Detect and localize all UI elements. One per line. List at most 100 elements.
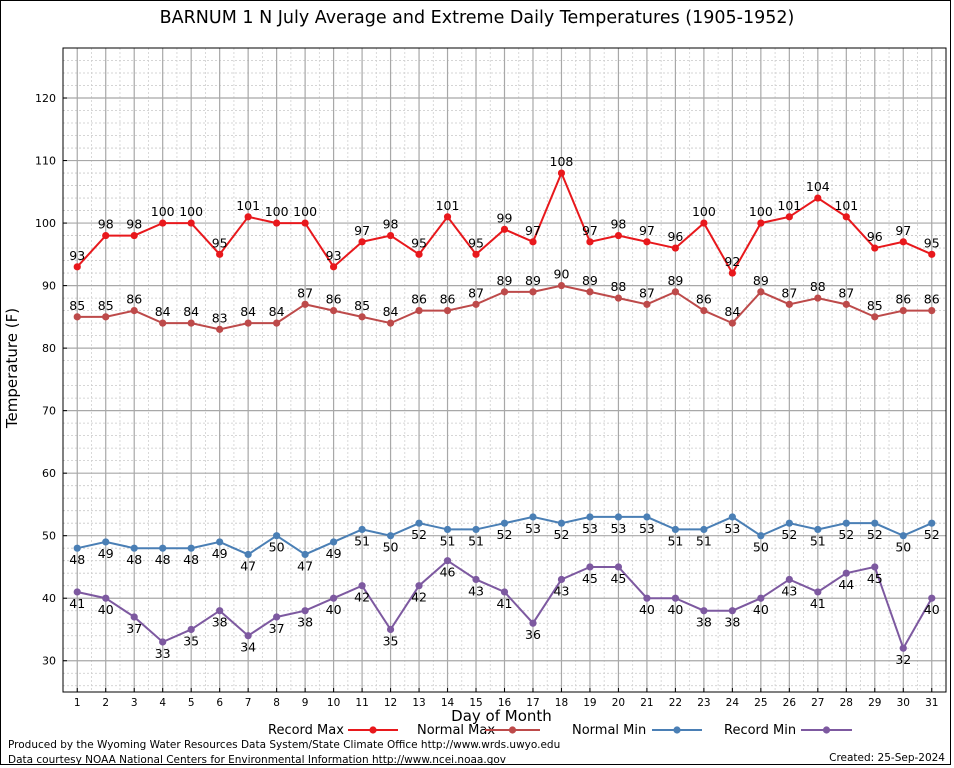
x-tick-label: 5 bbox=[188, 697, 195, 709]
data-point bbox=[586, 238, 594, 246]
data-label: 52 bbox=[838, 527, 854, 542]
x-tick-label: 25 bbox=[754, 697, 767, 709]
data-label: 104 bbox=[806, 179, 830, 194]
data-label: 45 bbox=[867, 571, 883, 586]
y-tick-label: 40 bbox=[42, 592, 56, 605]
data-point bbox=[700, 607, 708, 615]
x-tick-label: 1 bbox=[74, 697, 81, 709]
data-label: 52 bbox=[924, 527, 940, 542]
data-label: 43 bbox=[781, 583, 797, 598]
data-label: 108 bbox=[550, 154, 574, 169]
x-tick-label: 13 bbox=[412, 697, 425, 709]
data-label: 87 bbox=[468, 285, 484, 300]
legend-item: Record Min bbox=[724, 723, 852, 738]
data-point bbox=[102, 231, 110, 240]
data-point bbox=[386, 625, 395, 634]
data-label: 97 bbox=[354, 223, 370, 238]
data-point bbox=[159, 319, 167, 327]
data-point bbox=[785, 519, 793, 527]
data-label: 87 bbox=[781, 285, 797, 300]
data-point bbox=[73, 544, 81, 552]
data-point bbox=[557, 169, 566, 177]
data-point bbox=[614, 294, 623, 302]
data-point bbox=[871, 244, 879, 252]
data-point bbox=[586, 288, 594, 296]
data-label: 51 bbox=[696, 533, 712, 548]
data-point bbox=[814, 588, 822, 596]
data-point bbox=[871, 563, 879, 571]
x-tick-label: 9 bbox=[302, 697, 309, 709]
data-point bbox=[415, 519, 423, 527]
data-label: 100 bbox=[293, 204, 317, 219]
data-point bbox=[358, 525, 366, 534]
data-label: 89 bbox=[582, 273, 598, 288]
data-point bbox=[301, 300, 309, 308]
data-label: 42 bbox=[354, 590, 370, 605]
y-axis-label: Temperature (F) bbox=[3, 308, 21, 429]
data-point bbox=[671, 288, 680, 296]
data-point bbox=[244, 319, 252, 327]
data-label: 86 bbox=[326, 292, 342, 307]
x-tick-label: 28 bbox=[840, 697, 853, 709]
data-label: 49 bbox=[326, 546, 342, 561]
data-point bbox=[443, 307, 452, 315]
data-label: 43 bbox=[554, 583, 570, 598]
data-label: 45 bbox=[610, 571, 626, 586]
x-tick-label: 6 bbox=[216, 697, 223, 709]
data-point bbox=[273, 532, 281, 540]
data-point bbox=[301, 550, 309, 559]
data-label: 84 bbox=[383, 304, 399, 319]
y-tick-label: 60 bbox=[42, 467, 56, 480]
data-label: 96 bbox=[667, 229, 683, 244]
data-label: 36 bbox=[525, 627, 541, 642]
data-point bbox=[928, 307, 936, 315]
data-point bbox=[700, 525, 708, 534]
data-point bbox=[785, 575, 793, 584]
data-point bbox=[187, 544, 195, 552]
data-point bbox=[500, 588, 509, 596]
data-label: 89 bbox=[497, 273, 513, 288]
footer-courtesy: Data courtesy NOAA National Centers for … bbox=[8, 754, 507, 766]
data-label: 89 bbox=[753, 273, 769, 288]
data-label: 38 bbox=[212, 615, 228, 630]
data-point bbox=[102, 594, 110, 602]
data-point bbox=[472, 525, 480, 534]
data-point bbox=[643, 594, 651, 602]
data-point bbox=[500, 225, 509, 233]
data-label: 100 bbox=[692, 204, 716, 219]
data-point bbox=[928, 519, 936, 527]
data-point bbox=[643, 513, 651, 521]
data-label: 43 bbox=[468, 583, 484, 598]
data-label: 51 bbox=[667, 533, 683, 548]
grid bbox=[62, 47, 947, 692]
data-label: 38 bbox=[724, 615, 740, 630]
x-tick-label: 17 bbox=[526, 697, 539, 709]
x-tick-label: 23 bbox=[697, 697, 710, 709]
data-point bbox=[358, 313, 366, 321]
data-label: 86 bbox=[126, 292, 142, 307]
data-point bbox=[899, 238, 907, 246]
data-point bbox=[386, 532, 395, 540]
data-point bbox=[700, 307, 708, 315]
data-label: 40 bbox=[98, 602, 114, 617]
data-point bbox=[728, 607, 736, 615]
data-point bbox=[216, 250, 224, 258]
data-point bbox=[614, 563, 623, 571]
data-point bbox=[415, 250, 423, 258]
data-point bbox=[842, 300, 850, 308]
data-point bbox=[842, 519, 850, 527]
data-label: 88 bbox=[810, 279, 826, 294]
data-label: 45 bbox=[582, 571, 598, 586]
data-label: 48 bbox=[126, 552, 142, 567]
data-point bbox=[700, 219, 708, 227]
data-label: 53 bbox=[582, 521, 598, 536]
footer-created: Created: 25-Sep-2024 bbox=[829, 752, 945, 764]
data-label: 84 bbox=[183, 304, 199, 319]
x-tick-label: 2 bbox=[102, 697, 109, 709]
chart-title: BARNUM 1 N July Average and Extreme Dail… bbox=[159, 8, 795, 28]
data-point bbox=[159, 638, 167, 646]
data-point bbox=[159, 219, 167, 227]
data-label: 46 bbox=[440, 565, 456, 580]
data-point bbox=[785, 213, 793, 221]
